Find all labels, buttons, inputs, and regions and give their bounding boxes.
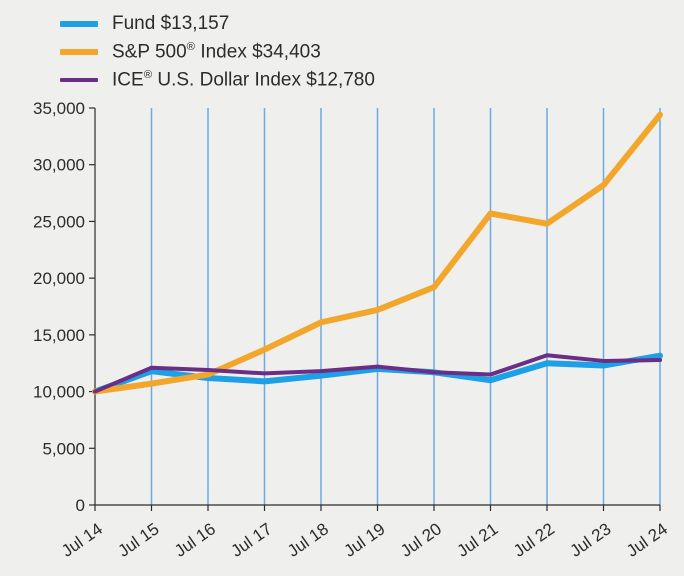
svg-text:Jul 17: Jul 17 <box>228 519 276 561</box>
legend-label: Fund $13,157 <box>112 13 229 35</box>
svg-text:25,000: 25,000 <box>33 212 85 231</box>
legend-label: ICE® U.S. Dollar Index $12,780 <box>112 69 375 91</box>
svg-text:20,000: 20,000 <box>33 269 85 288</box>
svg-text:Jul 24: Jul 24 <box>623 519 671 561</box>
svg-text:Jul 14: Jul 14 <box>58 519 106 561</box>
svg-text:5,000: 5,000 <box>42 439 85 458</box>
svg-text:Jul 22: Jul 22 <box>510 519 558 561</box>
svg-text:Jul 23: Jul 23 <box>567 519 615 561</box>
legend-swatch <box>60 49 98 55</box>
svg-text:Jul 18: Jul 18 <box>284 519 332 561</box>
legend-swatch <box>60 78 98 82</box>
legend-item: S&P 500® Index $34,403 <box>60 38 375 66</box>
svg-text:Jul 20: Jul 20 <box>397 519 445 561</box>
svg-text:35,000: 35,000 <box>33 99 85 118</box>
svg-text:10,000: 10,000 <box>33 383 85 402</box>
legend-label: S&P 500® Index $34,403 <box>112 41 321 63</box>
svg-text:15,000: 15,000 <box>33 326 85 345</box>
svg-text:Jul 19: Jul 19 <box>341 519 389 561</box>
svg-text:Jul 21: Jul 21 <box>454 519 502 561</box>
chart-legend: Fund $13,157 S&P 500® Index $34,403 ICE®… <box>60 10 375 94</box>
legend-item: Fund $13,157 <box>60 10 375 38</box>
svg-text:0: 0 <box>76 496 85 515</box>
svg-text:Jul 15: Jul 15 <box>115 519 163 561</box>
legend-item: ICE® U.S. Dollar Index $12,780 <box>60 66 375 94</box>
svg-text:30,000: 30,000 <box>33 156 85 175</box>
svg-text:Jul 16: Jul 16 <box>171 519 219 561</box>
legend-swatch <box>60 21 98 27</box>
